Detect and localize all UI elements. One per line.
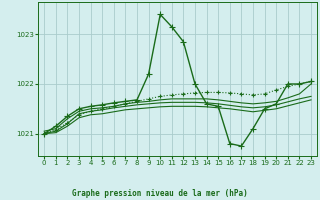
Text: Graphe pression niveau de la mer (hPa): Graphe pression niveau de la mer (hPa) [72,189,248,198]
